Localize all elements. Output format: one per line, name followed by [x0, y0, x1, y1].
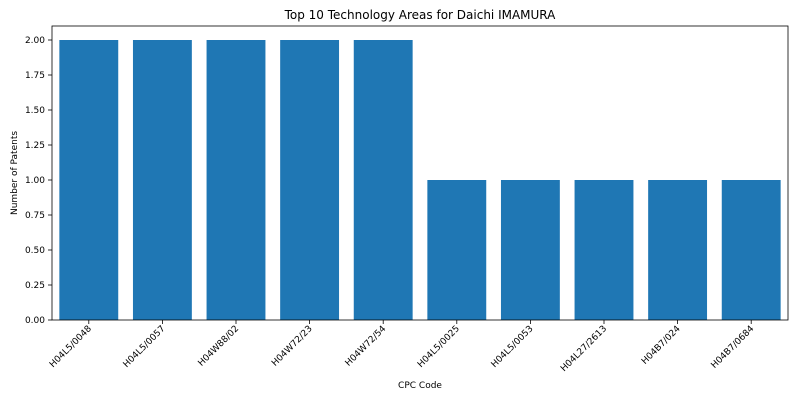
x-tick-label: H04B7/0684 [710, 324, 757, 371]
bar-8 [575, 180, 634, 320]
x-tick-label: H04W72/54 [344, 324, 389, 369]
x-tick-label: H04L5/0025 [416, 324, 462, 370]
x-tick-label: H04W72/23 [270, 324, 315, 369]
y-tick-label: 0.25 [25, 281, 45, 291]
bar-1 [59, 40, 118, 320]
x-tick-label: H04B7/024 [640, 324, 683, 367]
x-ticks-group: H04L5/0048 H04L5/0057 H04W88/02 H04W72/23 H0… [48, 320, 756, 374]
bar-10 [722, 180, 781, 320]
x-tick-label: H04L5/0048 [48, 324, 94, 370]
y-tick-label: 1.50 [25, 106, 45, 116]
bar-7 [501, 180, 560, 320]
y-tick-label: 1.75 [25, 71, 45, 81]
x-tick-label: H04L5/0053 [490, 324, 536, 370]
y-tick-label: 1.00 [25, 176, 45, 186]
x-tick-label: H04L27/2613 [559, 324, 609, 374]
bar-6 [427, 180, 486, 320]
bar-4 [280, 40, 339, 320]
y-tick-label: 2.00 [25, 36, 45, 46]
bar-9 [648, 180, 707, 320]
bar-3 [207, 40, 266, 320]
y-tick-label: 0.50 [25, 246, 45, 256]
x-tick-label: H04L5/0057 [122, 324, 168, 370]
y-tick-label: 1.25 [25, 141, 45, 151]
bar-2 [133, 40, 192, 320]
x-axis-label: CPC Code [398, 381, 442, 391]
y-tick-label: 0.75 [25, 211, 45, 221]
y-axis-label: Number of Patents [10, 131, 20, 215]
x-tick-label: H04W88/02 [197, 324, 242, 369]
bars-group [59, 40, 780, 320]
y-tick-label: 0.00 [25, 316, 45, 326]
chart-title: Top 10 Technology Areas for Daichi IMAMU… [284, 8, 557, 22]
bar-5 [354, 40, 413, 320]
y-ticks-group: 0.00 0.25 0.50 0.75 1.00 1.25 1.50 1.75 2.00 [25, 36, 52, 326]
